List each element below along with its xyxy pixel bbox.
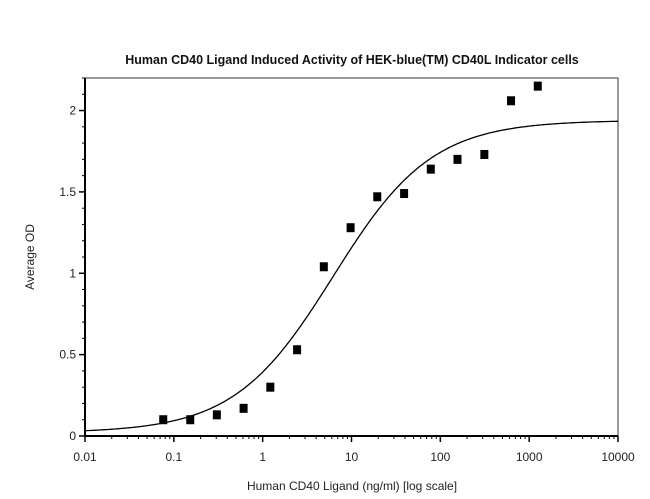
data-point [186,415,195,425]
x-tick-label: 1000 [516,450,543,464]
y-tick-label: 1.5 [59,185,76,199]
data-point [480,149,489,159]
data-point [453,154,462,164]
x-tick-label: 100 [430,450,450,464]
data-point [266,382,275,392]
fit-curve [84,120,618,432]
data-point [212,410,221,420]
data-point [239,403,248,413]
x-tick-label: 0.01 [73,450,97,464]
data-point [346,223,355,233]
x-tick-label: 10 [345,450,359,464]
data-point [426,164,435,174]
data-point [293,345,302,355]
data-point [507,96,516,106]
y-tick-label: 2 [69,104,76,118]
data-point [373,192,382,202]
data-point [400,189,409,199]
data-point [159,415,168,425]
x-tick-label: 10000 [601,450,635,464]
y-axis-label: Average OD [23,224,37,290]
x-axis-label: Human CD40 Ligand (ng/ml) [log scale] [247,479,457,493]
y-tick-label: 0.5 [59,348,76,362]
x-tick-label: 0.1 [165,450,182,464]
chart-title: Human CD40 Ligand Induced Activity of HE… [125,53,579,67]
data-point [319,262,328,272]
y-tick-label: 1 [69,266,76,280]
plot-frame [84,77,619,437]
x-tick-label: 1 [259,450,266,464]
data-point [533,81,542,91]
y-tick-label: 0 [69,429,76,443]
